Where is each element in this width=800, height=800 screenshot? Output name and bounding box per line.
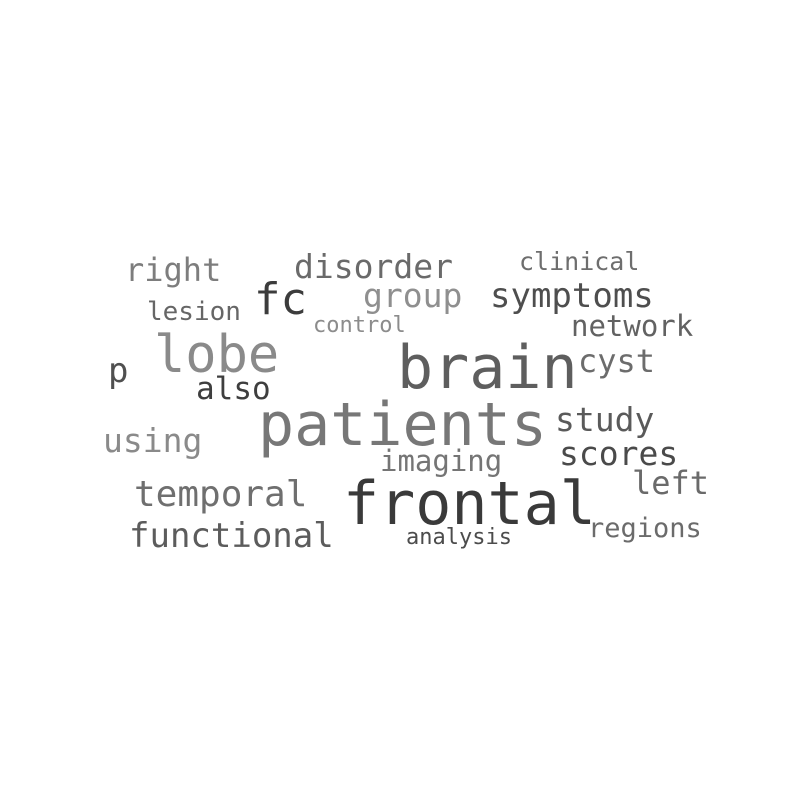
- word-clinical: clinical: [519, 247, 640, 276]
- word-imaging: imaging: [380, 444, 503, 478]
- word-functional: functional: [129, 516, 334, 556]
- word-lobe: lobe: [154, 325, 280, 385]
- word-group: group: [363, 276, 463, 315]
- word-right: right: [125, 251, 222, 289]
- word-fc: fc: [254, 274, 307, 325]
- word-also: also: [196, 371, 271, 407]
- word-scores: scores: [559, 434, 679, 473]
- word-left: left: [632, 464, 710, 502]
- word-disorder: disorder: [294, 247, 453, 286]
- word-cyst: cyst: [578, 342, 656, 380]
- word-network: network: [571, 309, 694, 343]
- word-patients: patients: [258, 390, 547, 460]
- word-p: p: [108, 351, 129, 391]
- word-regions: regions: [588, 513, 702, 544]
- word-brain: brain: [397, 333, 578, 403]
- word-control: control: [313, 313, 406, 338]
- word-lesion: lesion: [147, 297, 241, 327]
- word-frontal: frontal: [343, 469, 596, 539]
- word-study: study: [555, 400, 655, 439]
- word-analysis: analysis: [406, 525, 512, 550]
- word-temporal: temporal: [134, 474, 308, 515]
- word-using: using: [103, 421, 203, 460]
- word-symptoms: symptoms: [490, 276, 654, 316]
